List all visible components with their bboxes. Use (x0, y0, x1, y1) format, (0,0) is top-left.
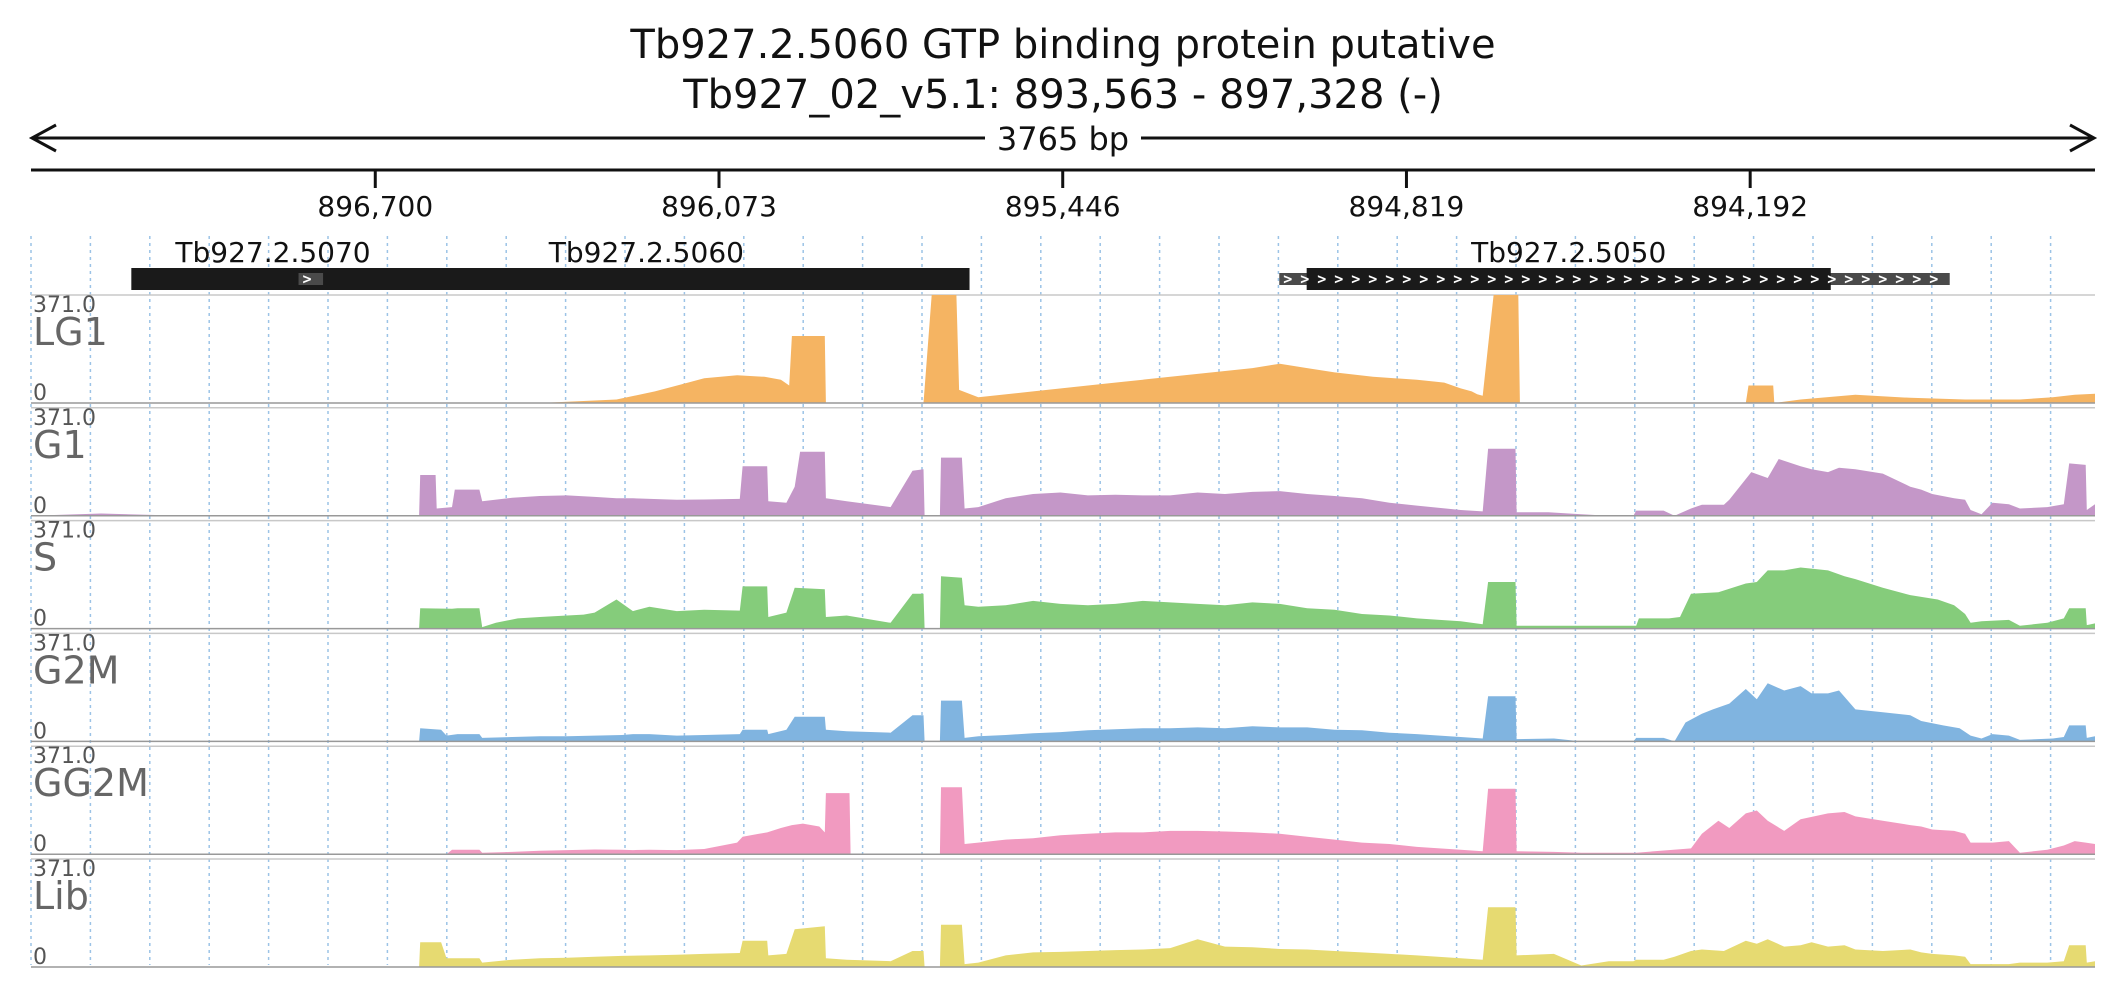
chevron-icon: > (1419, 270, 1428, 288)
span-length-label: 3765 bp (997, 120, 1129, 158)
title-region: Tb927_02_v5.1: 893,563 - 897,328 (-) (682, 72, 1443, 118)
chevron-icon: > (1691, 270, 1700, 288)
chevron-icon: > (1453, 270, 1462, 288)
chevron-icon: > (1487, 270, 1496, 288)
strand-chevrons: > > > > > > > > > > > > > > > > > > > > > > > > > > > > > > > > > > > > > > > (1283, 270, 1938, 288)
gene-model: > > > > > > > > > > > > > > > > > > > > > > > > > > > > > > > > > > > > > > >T… (1279, 236, 1950, 290)
chevron-icon: > (1929, 270, 1938, 288)
coverage-area (31, 787, 2095, 855)
chevron-icon: > (1657, 270, 1666, 288)
gene-label: Tb927.2.5060 (548, 236, 744, 269)
tick-label: 895,446 (1005, 190, 1121, 223)
track-ymin-label: 0 (33, 945, 47, 970)
tick-label: 896,700 (317, 190, 433, 223)
chevron-icon: > (1742, 270, 1751, 288)
track-ymin-label: 0 (33, 381, 47, 406)
track-ymin-label: 0 (33, 607, 47, 632)
track-name-label: G2M (33, 648, 119, 692)
chevron-icon: > (1283, 270, 1292, 288)
track-g1: 371.0G1 0 (31, 406, 2095, 519)
chevron-icon: > (1759, 270, 1768, 288)
title-gene: Tb927.2.5060 GTP binding protein putativ… (629, 22, 1495, 68)
chevron-icon: > (1368, 270, 1377, 288)
coverage-tracks: 371.0LG10371.0G10371.0S0371.0G2M0371.0GG… (31, 293, 2095, 970)
gene-label: Tb927.2.5070 (174, 236, 370, 269)
coverage-area (31, 683, 2095, 742)
track-name-label: LG1 (33, 310, 108, 354)
chevron-icon: > (1521, 270, 1530, 288)
chevron-icon: > (1504, 270, 1513, 288)
chevron-icon: > (1351, 270, 1360, 288)
track-name-label: S (33, 536, 57, 580)
chevron-icon: > (1793, 270, 1802, 288)
track-name-label: GG2M (33, 761, 149, 805)
chevron-icon: > (1572, 270, 1581, 288)
chevron-icon: > (1861, 270, 1870, 288)
chevron-icon: > (1334, 270, 1343, 288)
coverage-area (31, 907, 2095, 967)
coverage-area (31, 567, 2095, 629)
gene-models: >>Tb927.2.5070>Tb927.2.5060>>>>>>>>>>>>>… (131, 236, 1950, 290)
chevron-icon: > (1555, 270, 1564, 288)
tick-label: 894,192 (1692, 190, 1808, 223)
chevron-icon: > (1300, 270, 1309, 288)
tick-label: 894,819 (1349, 190, 1465, 223)
track-name-label: G1 (33, 423, 87, 467)
chevron-icon: > (1912, 270, 1921, 288)
tick-label: 896,073 (661, 190, 777, 223)
chevron-icon: > (1878, 270, 1887, 288)
chevron-icon: > (1827, 270, 1836, 288)
gene-cds (323, 268, 970, 290)
chevron-icon: > (1776, 270, 1785, 288)
chevron-icon: > (303, 270, 312, 288)
chevron-icon: > (1317, 270, 1326, 288)
chevron-icon: > (1810, 270, 1819, 288)
span-arrow: 3765 bp (28, 120, 2098, 158)
chevron-icon: > (1402, 270, 1411, 288)
track-s: 371.0S 0 (31, 519, 2095, 632)
gene-model: > Tb927.2.5060 (298, 236, 970, 290)
track-ymin-label: 0 (33, 719, 47, 744)
track-ymax-label: 371.0 (33, 744, 96, 769)
axis-ticks: 896,700 896,073 895,446 894,819 894,192 (317, 170, 1808, 223)
track-ymax-label: 371.0 (33, 293, 96, 318)
chevron-icon: > (1708, 270, 1717, 288)
gene-label: Tb927.2.5050 (1470, 236, 1666, 269)
gene-utr (298, 273, 324, 285)
track-ymax-label: 371.0 (33, 857, 96, 882)
track-ymax-label: 371.0 (33, 406, 96, 431)
chevron-icon: > (1640, 270, 1649, 288)
chevron-icon: > (1385, 270, 1394, 288)
chevron-icon: > (1436, 270, 1445, 288)
coverage-area (31, 448, 2095, 516)
strand-chevrons: > (303, 270, 312, 288)
track-ymin-label: 0 (33, 494, 47, 519)
chevron-icon: > (1470, 270, 1479, 288)
chevron-icon: > (1844, 270, 1853, 288)
gene-cds (1306, 268, 1831, 290)
track-name-label: Lib (33, 874, 89, 918)
chevron-icon: > (1895, 270, 1904, 288)
track-ymax-label: 371.0 (33, 631, 96, 656)
track-ymax-label: 371.0 (33, 519, 96, 544)
chevron-icon: > (1725, 270, 1734, 288)
coverage-area (31, 295, 2095, 403)
track-ymin-label: 0 (33, 832, 47, 857)
chevron-icon: > (1623, 270, 1632, 288)
chevron-icon: > (1589, 270, 1598, 288)
chevron-icon: > (1538, 270, 1547, 288)
chevron-icon: > (1674, 270, 1683, 288)
chevron-icon: > (1606, 270, 1615, 288)
